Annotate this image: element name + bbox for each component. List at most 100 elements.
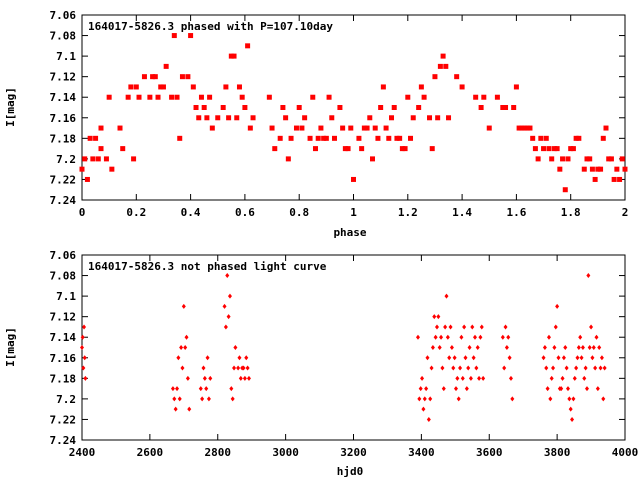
data-point xyxy=(82,355,87,361)
data-point xyxy=(237,355,242,361)
data-point xyxy=(223,324,228,330)
data-point xyxy=(608,156,614,162)
data-point xyxy=(589,166,595,172)
x-tick-label: 1.2 xyxy=(398,206,418,219)
data-point xyxy=(614,166,620,172)
data-point xyxy=(454,74,460,80)
data-point xyxy=(179,74,185,80)
y-tick-label: 7.2 xyxy=(56,393,76,406)
y-tick-label: 7.2 xyxy=(56,153,76,166)
data-point xyxy=(567,396,572,402)
data-point xyxy=(206,396,211,402)
data-point xyxy=(473,94,479,100)
data-point xyxy=(426,416,431,422)
y-axis-label: I[mag] xyxy=(4,87,17,127)
data-point xyxy=(103,156,109,162)
data-point xyxy=(196,115,202,121)
data-point xyxy=(418,386,423,392)
data-point xyxy=(500,334,505,340)
data-point xyxy=(141,74,147,80)
data-point xyxy=(81,365,86,371)
data-point xyxy=(418,84,424,90)
data-point xyxy=(200,396,205,402)
y-tick-label: 7.24 xyxy=(50,194,77,207)
data-point xyxy=(459,84,465,90)
data-point xyxy=(391,105,397,110)
data-point xyxy=(524,125,530,131)
data-point xyxy=(183,345,188,350)
data-point xyxy=(226,314,231,320)
data-point xyxy=(269,125,275,131)
data-point xyxy=(348,125,354,131)
data-point xyxy=(232,365,237,371)
x-tick-label: 1.8 xyxy=(561,206,581,219)
data-point xyxy=(184,334,189,340)
data-point xyxy=(583,365,588,371)
data-point xyxy=(599,355,604,361)
data-point xyxy=(474,365,479,371)
data-point xyxy=(468,375,473,381)
data-point xyxy=(440,365,445,371)
data-point xyxy=(370,156,376,162)
data-point xyxy=(179,345,184,350)
data-point xyxy=(170,386,175,392)
data-point xyxy=(155,94,161,100)
data-point xyxy=(622,166,628,172)
data-point xyxy=(576,135,582,141)
data-point xyxy=(193,105,199,110)
data-point xyxy=(238,375,243,381)
data-point xyxy=(82,324,87,330)
data-point xyxy=(532,146,538,152)
data-point xyxy=(578,334,583,340)
data-point xyxy=(494,94,500,100)
data-point xyxy=(417,396,422,402)
data-point xyxy=(443,324,448,330)
data-point xyxy=(147,94,153,100)
data-point xyxy=(231,53,237,59)
data-point xyxy=(437,345,442,350)
data-point xyxy=(448,324,453,330)
data-point xyxy=(589,324,594,330)
data-point xyxy=(82,156,88,162)
data-point xyxy=(241,365,246,371)
y-tick-label: 7.14 xyxy=(50,91,77,104)
data-point xyxy=(198,386,203,392)
data-point xyxy=(559,386,564,392)
y-tick-label: 7.14 xyxy=(50,331,77,344)
data-point xyxy=(169,94,175,100)
data-point xyxy=(250,115,256,121)
data-point xyxy=(570,416,575,422)
data-point xyxy=(556,355,561,361)
data-point xyxy=(87,135,93,141)
data-point xyxy=(176,355,181,361)
x-axis-label: hjd0 xyxy=(337,465,364,478)
x-axis-label: phase xyxy=(333,226,366,239)
data-point xyxy=(437,63,443,69)
data-point xyxy=(471,355,476,361)
plot-frame xyxy=(81,14,626,201)
data-point xyxy=(226,115,232,121)
data-point xyxy=(595,166,601,172)
data-point xyxy=(434,324,439,330)
data-point xyxy=(277,135,283,141)
data-point xyxy=(562,187,568,193)
data-point xyxy=(453,386,458,392)
y-axis-label: I[mag] xyxy=(4,327,17,367)
data-point xyxy=(230,396,235,402)
data-point xyxy=(402,146,408,152)
y-tick-label: 7.06 xyxy=(50,249,77,262)
data-point xyxy=(441,386,446,392)
data-point xyxy=(131,156,137,162)
y-tick-label: 7.18 xyxy=(50,132,77,145)
data-point xyxy=(163,63,169,69)
data-point xyxy=(553,324,558,330)
data-point xyxy=(466,365,471,371)
phased-light-curve-chart: 7.06 7.08 7.1 7.12 7.14 7.16 7.18 7.2 7.22 7.24 0… xyxy=(4,9,628,239)
data-point xyxy=(220,105,226,110)
x-tick-label: 2800 xyxy=(205,446,232,459)
data-point xyxy=(204,115,210,121)
data-point xyxy=(125,94,131,100)
data-point xyxy=(538,135,544,141)
y-tick-label: 7.1 xyxy=(56,290,76,303)
data-point xyxy=(133,84,139,90)
